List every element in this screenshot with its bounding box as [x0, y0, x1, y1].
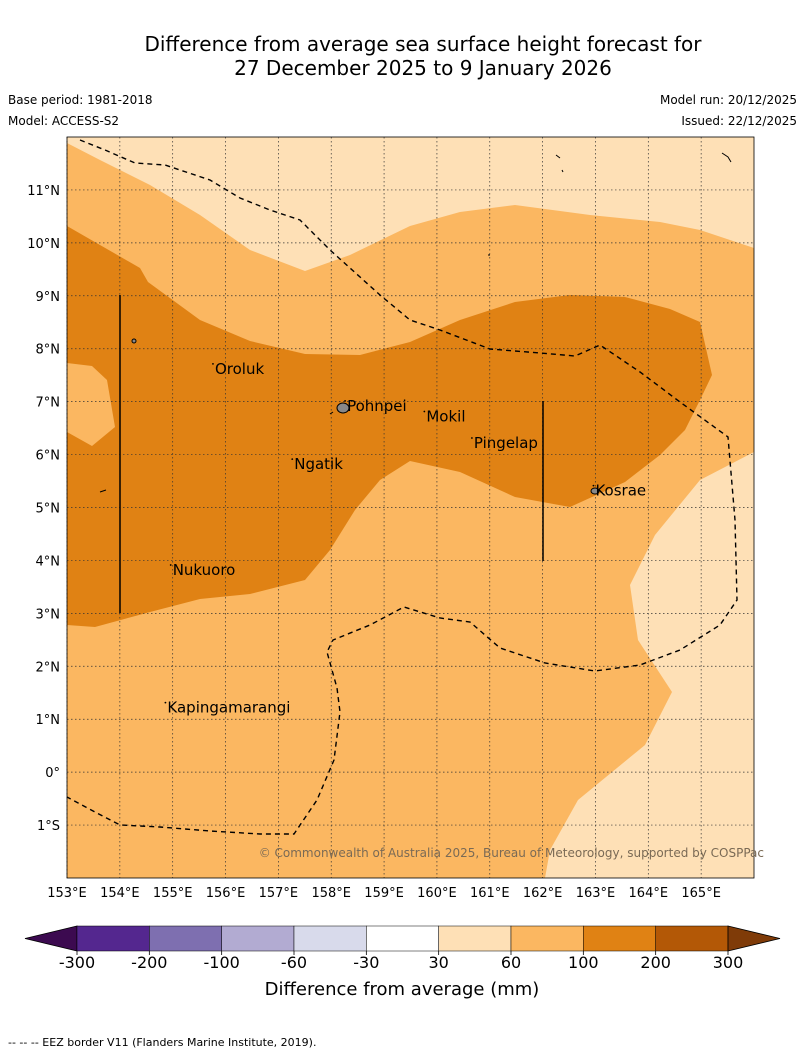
place-label: Nukuoro — [173, 561, 236, 579]
map-title: Difference from average sea surface heig… — [0, 32, 804, 80]
lat-tick-label: 2°N — [36, 660, 61, 675]
title-line-2: 27 December 2025 to 9 January 2026 — [234, 56, 612, 80]
kosrae-island-icon — [590, 487, 600, 495]
band-100-200 — [67, 226, 712, 627]
colorbar-bin — [510, 925, 584, 952]
place-label: Kapingamarangi — [167, 699, 290, 717]
lon-tick-label: 165°E — [681, 886, 721, 901]
lon-tick-label: 159°E — [364, 886, 404, 901]
colorbar-tick-label: 300 — [713, 953, 744, 972]
colorbar-bin — [366, 925, 439, 952]
islet-icons — [99, 152, 732, 493]
title-line-1: Difference from average sea surface heig… — [144, 32, 702, 56]
band-30-60-north — [67, 137, 754, 271]
place-marker — [164, 701, 167, 704]
place-label: Kosrae — [595, 482, 646, 500]
eez-border — [67, 139, 738, 835]
place-marker — [423, 410, 426, 413]
colorbar-labels: -300 -200 -100 -60 -30 30 60 100 200 300 — [59, 951, 743, 972]
lat-tick-label: 8°N — [36, 343, 61, 358]
lon-tick-label: 158°E — [311, 886, 351, 901]
colorbar-tick-label: -100 — [204, 953, 240, 972]
lon-tick-label: 157°E — [259, 886, 299, 901]
place-labels: Oroluk Pohnpei Mokil Pingelap Ngatik Kosrae Nu… — [164, 360, 646, 717]
lat-tick-label: 7°N — [36, 396, 61, 411]
map-frame — [66, 136, 755, 879]
colorbar-tick-label: -300 — [59, 953, 95, 972]
lon-tick-label: 164°E — [629, 886, 669, 901]
colorbar-tick-label: 100 — [568, 953, 599, 972]
lon-tick-label: 162°E — [523, 886, 563, 901]
lat-tick-label: 3°N — [36, 607, 61, 622]
lat-tick-label: 1°N — [36, 713, 61, 728]
lat-tick-label: 11°N — [27, 184, 60, 199]
model-name: Model: ACCESS-S2 — [8, 114, 120, 128]
copyright-notice: © Commonwealth of Australia 2025, Bureau… — [259, 846, 764, 860]
colorbar-extend-low — [24, 925, 78, 952]
eez-footnote: -- -- -- EEZ border V11 (Flanders Marine… — [8, 1036, 317, 1049]
colorbar-bin — [293, 925, 367, 952]
lat-tick-label: 4°N — [36, 554, 61, 569]
islands — [99, 152, 732, 495]
lat-tick-label: 0° — [45, 766, 60, 781]
colorbar-bin — [76, 925, 150, 952]
lat-tick-label: 9°N — [36, 290, 61, 305]
place-marker — [212, 362, 214, 365]
place-label: Pohnpei — [347, 397, 407, 415]
lat-tick-label: 5°N — [36, 502, 61, 517]
colorbar-tick-label: -30 — [353, 953, 379, 972]
colorbar-title: Difference from average (mm) — [265, 979, 540, 1000]
colorbar-bin — [438, 925, 512, 952]
place-label: Oroluk — [215, 360, 264, 378]
place-label: Pingelap — [474, 434, 538, 452]
lat-tick-label: 1°S — [37, 819, 60, 834]
place-label: Ngatik — [294, 455, 343, 473]
lon-tick-label: 161°E — [470, 886, 510, 901]
colorbar-tick-label: -200 — [131, 953, 167, 972]
gridlines — [66, 137, 754, 878]
lon-tick-label: 155°E — [153, 886, 193, 901]
island-icon — [131, 338, 137, 344]
colorbar-tick-label: -60 — [281, 953, 307, 972]
place-marker — [592, 484, 595, 487]
colorbar-bin — [583, 925, 656, 952]
lon-tick-label: 153°E — [47, 886, 87, 901]
issued-date: Issued: 22/12/2025 — [681, 114, 797, 128]
lon-tick-label: 156°E — [206, 886, 246, 901]
place-marker — [344, 400, 346, 402]
latitude-ticks: 11°N 10°N 9°N 8°N 7°N 6°N 5°N 4°N 3°N 2°N 1°N 0° 1°S — [27, 184, 60, 834]
lon-tick-label: 160°E — [417, 886, 457, 901]
colorbar-bin — [221, 925, 295, 952]
band-30-60-southeast — [545, 452, 754, 878]
band-60-100-west-pocket — [67, 363, 115, 446]
lat-tick-label: 6°N — [36, 449, 61, 464]
place-label: Mokil — [426, 408, 465, 426]
place-marker — [291, 458, 294, 461]
longitude-ticks: 153°E 154°E 155°E 156°E 157°E 158°E 159°E 160°E… — [47, 886, 721, 901]
model-run: Model run: 20/12/2025 — [659, 93, 797, 107]
place-marker — [471, 437, 473, 439]
colorbar-bin — [655, 925, 729, 952]
forecast-map: 11°N 10°N 9°N 8°N 7°N 6°N 5°N 4°N 3°N 2°N 1°N 0° 1°S… — [24, 136, 781, 1000]
lat-tick-label: 10°N — [27, 237, 60, 252]
colorbar — [24, 925, 781, 952]
colorbar-tick-label: 30 — [428, 953, 448, 972]
colorbar-bin — [149, 925, 222, 952]
colorbar-tick-label: 60 — [501, 953, 521, 972]
lon-tick-label: 163°E — [576, 886, 616, 901]
place-marker — [169, 564, 172, 566]
colorbar-extend-high — [727, 925, 781, 952]
contour-fill — [67, 137, 754, 878]
colorbar-tick-label: 200 — [640, 953, 671, 972]
pohnpei-island-icon — [336, 402, 350, 414]
base-period: Base period: 1981-2018 — [8, 93, 153, 107]
lon-tick-label: 154°E — [100, 886, 140, 901]
